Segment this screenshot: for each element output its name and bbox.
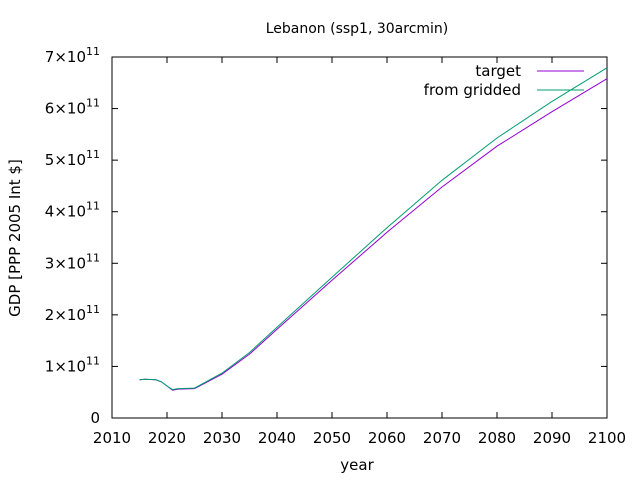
x-tick-label: 2050 (313, 429, 351, 447)
y-tick-mantissa: 3 (45, 254, 55, 272)
y-tick-mantissa: 1 (45, 357, 55, 375)
y-tick-label: 3×1011 (45, 251, 100, 272)
x-axis-label: year (340, 456, 374, 474)
y-tick-exponent: 11 (86, 303, 100, 316)
chart-title: Lebanon (ssp1, 30arcmin) (266, 21, 449, 37)
legend-label: from gridded (424, 81, 521, 99)
y-tick-label: 7×1011 (45, 45, 100, 66)
y-tick-mantissa: 6 (45, 100, 55, 118)
x-tick-label: 2100 (588, 429, 626, 447)
y-tick-mantissa: 7 (45, 48, 55, 66)
y-tick-mantissa: 5 (45, 151, 55, 169)
y-tick-exponent: 11 (86, 97, 100, 110)
y-tick-label: 0 (90, 409, 100, 427)
y-axis: 01×10112×10113×10114×10115×10116×10117×1… (45, 45, 607, 427)
plot-area (111, 56, 608, 419)
y-tick-base: ×10 (54, 151, 86, 169)
x-tick-label: 2040 (258, 429, 296, 447)
y-tick-exponent: 11 (86, 148, 100, 161)
y-tick-base: ×10 (54, 254, 86, 272)
x-tick-label: 2090 (533, 429, 571, 447)
y-tick-exponent: 11 (86, 200, 100, 213)
y-axis-label: GDP [PPP 2005 Int $] (6, 159, 24, 317)
y-tick-label: 5×1011 (45, 148, 100, 169)
y-tick-exponent: 11 (86, 45, 100, 58)
legend-label: target (475, 62, 521, 80)
y-tick-base: ×10 (54, 100, 86, 118)
y-tick-base: ×10 (54, 357, 86, 375)
y-tick-label: 6×1011 (45, 97, 100, 118)
x-tick-label: 2030 (203, 429, 241, 447)
x-axis: 2010 2020 2030 2040 2050 2060 2070 2080 2090 2100 (93, 57, 626, 447)
x-tick-label: 2070 (423, 429, 461, 447)
y-tick-base: ×10 (54, 306, 86, 324)
y-tick-exponent: 11 (86, 354, 100, 367)
plot-border (111, 56, 608, 419)
x-tick-label: 2060 (368, 429, 406, 447)
x-tick-label: 2080 (478, 429, 516, 447)
series-line-target (139, 78, 608, 391)
y-tick-label: 2×1011 (45, 303, 100, 324)
y-tick-label: 1×1011 (45, 354, 100, 375)
y-tick-base: ×10 (54, 203, 86, 221)
y-tick-base: ×10 (54, 48, 86, 66)
series-line-from-gridded (139, 67, 608, 391)
x-tick-label: 2020 (148, 429, 186, 447)
y-tick-mantissa: 2 (45, 306, 55, 324)
series-group (139, 67, 608, 391)
y-tick-label: 4×1011 (45, 200, 100, 221)
x-tick-label: 2010 (93, 429, 131, 447)
y-tick-mantissa: 4 (45, 203, 55, 221)
y-tick-mantissa: 0 (90, 409, 100, 427)
y-tick-exponent: 11 (86, 251, 100, 264)
